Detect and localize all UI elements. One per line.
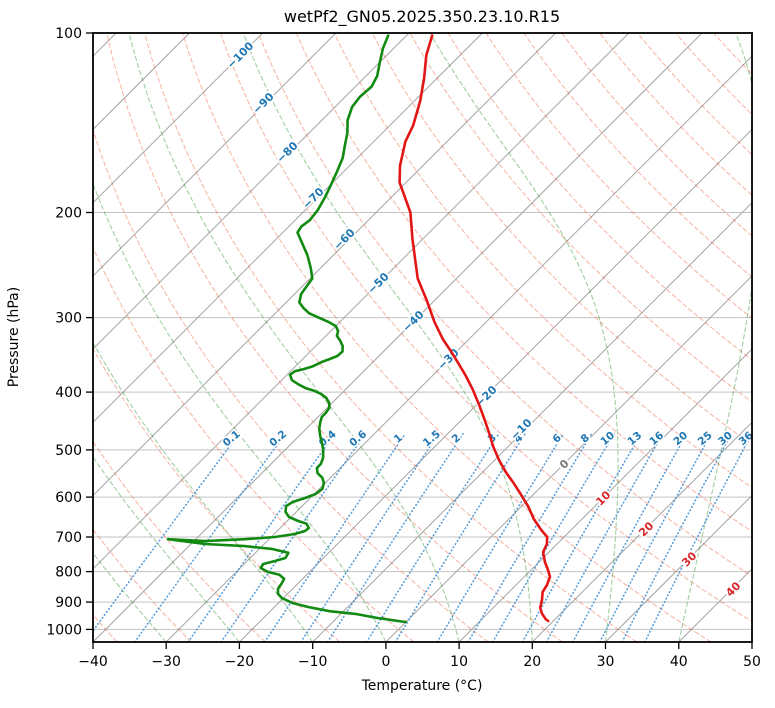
y-axis-label: Pressure (hPa) [6,287,22,387]
y-tick-label: 200 [55,206,82,222]
x-tick-label: −30 [151,654,181,670]
y-tick-label: 600 [55,490,82,506]
x-tick-label: 40 [670,654,688,670]
moist-adiabat-lines [93,33,752,642]
y-tick-label: 900 [55,595,82,611]
plot-layers: 0.1 0.2 0.4 0.6 1 1.5 2 3 4 6 8 10 13 16 20 25 30 36−100−… [46,26,761,670]
mixing-ratio-label: 8 [579,432,592,446]
isotherm-lines [93,33,752,642]
chart-title: wetPf2_GN05.2025.350.23.10.R15 [284,7,560,27]
mixing-ratio-label: 0.1 [221,428,243,449]
y-tick-label: 800 [55,565,82,581]
x-tick-label: 20 [523,654,541,670]
x-axis-label: Temperature (°C) [361,678,483,694]
x-tick-label: 50 [743,654,761,670]
y-tick-label: 100 [55,26,82,42]
mixing-ratio-label: 10 [598,429,617,448]
y-tick-label: 300 [55,311,82,327]
mixing-ratio-label: 20 [671,429,690,448]
isotherm-label: −20 [473,383,500,410]
temperature-curve [398,34,552,623]
mixing-ratio-label: 13 [625,429,644,448]
pressure-gridlines [93,33,752,630]
x-tick-label: 0 [381,654,390,670]
mixing-ratio-label: 1 [392,432,405,446]
mixing-ratio-label: 30 [716,429,735,448]
x-tick-label: 10 [450,654,468,670]
mixing-ratio-label: 1.5 [421,428,443,449]
y-tick-label: 500 [55,443,82,459]
dewpoint-curve [166,34,408,624]
isotherm-label: 40 [723,579,743,599]
isotherm-label: −60 [331,226,358,253]
x-tick-label: 30 [597,654,615,670]
isotherm-label: −90 [250,90,277,117]
isotherm-label: −80 [274,139,301,166]
plot-border [92,32,753,643]
mixing-ratio-label: 25 [696,429,715,448]
mixing-ratio-label: 0.6 [347,428,369,449]
mixing-ratio-lines [93,433,752,642]
y-tick-label: 400 [55,385,82,401]
x-tick-label: −40 [78,654,108,670]
isotherm-label: 20 [636,519,656,539]
mixing-ratio-label: 0.2 [267,428,289,449]
y-tick-label: 1000 [46,622,82,638]
dry-adiabat-lines [93,33,752,642]
mixing-ratio-label: 16 [647,429,666,448]
isotherm-label: −70 [300,185,327,212]
y-tick-label: 700 [55,530,82,546]
x-tick-label: −10 [298,654,328,670]
x-tick-label: −20 [225,654,255,670]
mixing-ratio-label: 6 [550,432,563,446]
